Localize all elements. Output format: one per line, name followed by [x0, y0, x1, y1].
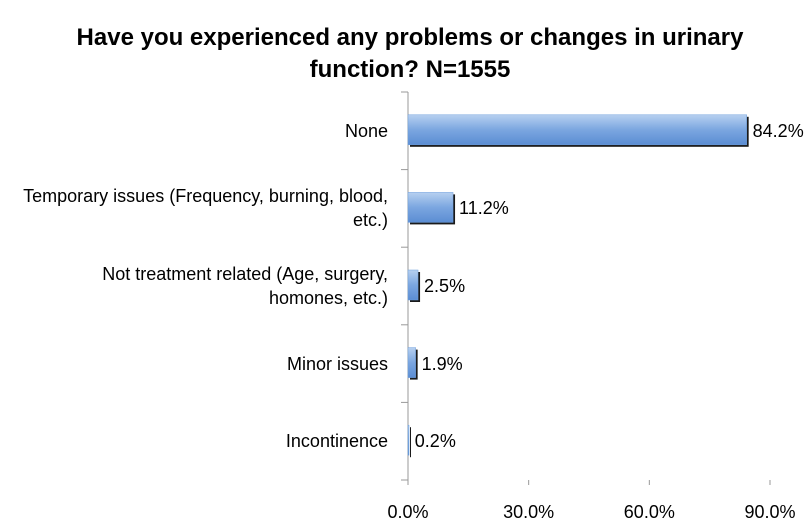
y-tick-label: Incontinence: [285, 431, 388, 452]
x-tick-label: 60.0%: [623, 502, 675, 522]
x-tick-label: 0.0%: [387, 502, 429, 522]
x-tick-label: 90.0%: [744, 502, 796, 522]
bar: [407, 192, 454, 223]
data-label: 0.2%: [414, 431, 456, 452]
y-tick-label: Not treatment related (Age, surgery, hom…: [102, 264, 388, 308]
bar: [407, 114, 747, 146]
y-tick-label: Temporary issues (Frequency, burning, bl…: [23, 186, 388, 231]
bar: [407, 424, 410, 456]
bar-shadow: [410, 427, 411, 458]
data-label: 2.5%: [424, 276, 466, 296]
data-label: 11.2%: [459, 198, 509, 219]
bar: [407, 347, 416, 378]
chart-title: Have you experienced any problems or cha…: [76, 24, 744, 83]
data-label: 1.9%: [421, 353, 463, 374]
data-label: 84.2%: [752, 120, 804, 141]
x-tick-label: 30.0%: [503, 502, 555, 522]
y-tick-label: None: [344, 120, 388, 141]
bar: [407, 269, 419, 301]
y-tick-label: Minor issues: [286, 353, 388, 374]
